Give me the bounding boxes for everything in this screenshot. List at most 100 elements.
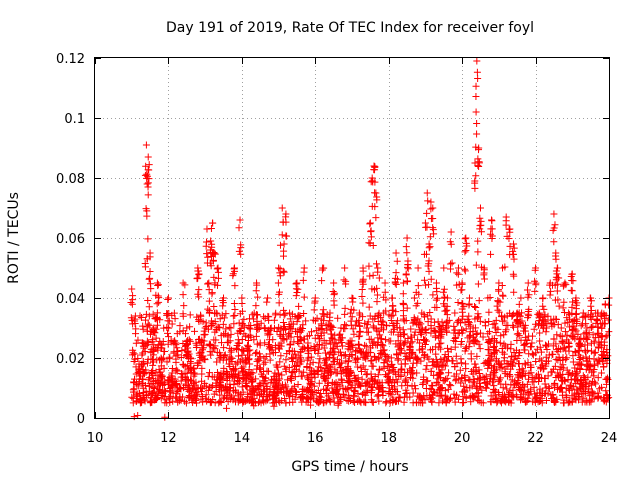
- data-point: [474, 248, 482, 256]
- data-point: [365, 239, 373, 247]
- data-point: [361, 391, 369, 399]
- data-point: [283, 390, 291, 398]
- data-point: [513, 330, 521, 338]
- data-point: [556, 371, 564, 379]
- x-tick-label: 10: [87, 431, 104, 446]
- data-point: [423, 337, 431, 345]
- data-point: [358, 293, 366, 301]
- data-point: [373, 298, 381, 306]
- data-point: [459, 393, 467, 401]
- data-point: [462, 239, 470, 247]
- data-point: [431, 333, 439, 341]
- data-point: [282, 399, 290, 407]
- data-point: [521, 333, 529, 341]
- data-point: [265, 342, 273, 350]
- data-point: [260, 354, 268, 362]
- data-point: [320, 370, 328, 378]
- data-point: [307, 353, 315, 361]
- data-point: [211, 399, 219, 407]
- data-point: [424, 262, 432, 270]
- data-point: [579, 394, 587, 402]
- data-point: [275, 323, 283, 331]
- data-point: [475, 297, 483, 305]
- data-point: [305, 332, 313, 340]
- data-point: [477, 204, 484, 212]
- data-point: [555, 345, 563, 353]
- data-point: [524, 394, 532, 402]
- data-point: [366, 239, 374, 247]
- data-point: [280, 388, 288, 396]
- data-point: [473, 352, 481, 360]
- data-point: [367, 389, 375, 397]
- data-point: [271, 369, 279, 377]
- data-point: [508, 353, 516, 361]
- data-point: [410, 294, 418, 302]
- data-point: [334, 399, 342, 407]
- data-point: [128, 351, 136, 359]
- data-point: [297, 324, 305, 332]
- y-tick-label: 0.06: [56, 232, 85, 247]
- data-point: [451, 398, 459, 406]
- data-point: [451, 363, 459, 371]
- data-point: [496, 339, 504, 347]
- data-point: [579, 320, 587, 328]
- data-point: [359, 313, 367, 321]
- data-point: [249, 369, 257, 377]
- data-point: [366, 272, 374, 280]
- data-point: [572, 301, 580, 309]
- data-point: [139, 325, 147, 333]
- data-point: [471, 179, 479, 187]
- data-point: [220, 364, 228, 372]
- data-point: [374, 268, 382, 276]
- data-point: [300, 293, 308, 301]
- data-point: [235, 224, 243, 232]
- data-point: [165, 333, 173, 341]
- data-point: [403, 304, 411, 312]
- data-point: [587, 315, 595, 323]
- data-point: [219, 320, 227, 328]
- data-point: [322, 375, 330, 383]
- data-point: [229, 367, 237, 375]
- data-point: [435, 399, 443, 407]
- data-point: [275, 344, 283, 352]
- data-point: [197, 385, 205, 393]
- data-point: [398, 382, 406, 390]
- data-point: [425, 257, 433, 265]
- data-point: [174, 387, 182, 395]
- data-point: [443, 319, 451, 327]
- data-point: [324, 320, 332, 328]
- data-point: [394, 356, 402, 364]
- data-point: [422, 365, 430, 373]
- data-point: [276, 265, 284, 273]
- data-point: [353, 346, 361, 354]
- data-point: [320, 344, 328, 352]
- data-point: [280, 306, 288, 314]
- data-point: [210, 249, 218, 257]
- data-point: [143, 180, 151, 188]
- data-point: [205, 297, 213, 305]
- data-point: [425, 355, 433, 363]
- data-point: [443, 294, 451, 302]
- data-point: [575, 340, 583, 348]
- data-point: [324, 379, 332, 387]
- data-point: [499, 292, 507, 300]
- data-point: [164, 294, 172, 302]
- data-point: [359, 267, 367, 275]
- data-point: [378, 341, 386, 349]
- data-point: [493, 302, 501, 310]
- data-point: [591, 360, 599, 368]
- data-point: [217, 339, 225, 347]
- data-point: [571, 335, 579, 343]
- data-point: [133, 390, 141, 398]
- data-point: [488, 353, 496, 361]
- data-point: [465, 312, 473, 320]
- data-point: [194, 264, 202, 272]
- data-point: [270, 316, 278, 324]
- data-point: [472, 82, 480, 90]
- data-point: [252, 287, 260, 295]
- data-point: [582, 353, 590, 361]
- data-point: [467, 398, 475, 406]
- data-point: [382, 336, 390, 344]
- data-point: [326, 367, 334, 375]
- data-point: [395, 346, 403, 354]
